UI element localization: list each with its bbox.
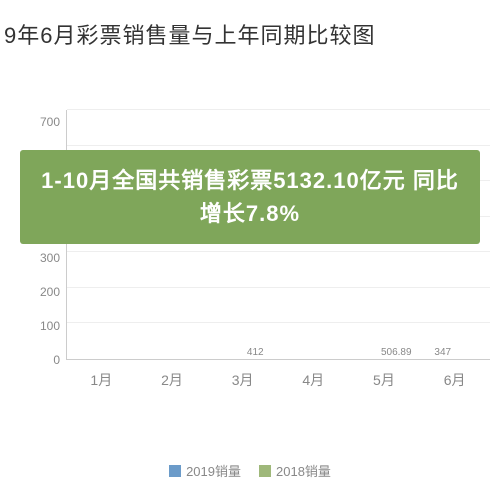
bar-value-label: 506.89 [381, 347, 412, 358]
bar-value-label: 347 [434, 347, 451, 358]
legend-label: 2019销量 [186, 461, 241, 480]
x-tick-label: 1月 [90, 370, 112, 390]
x-tick-label: 3月 [232, 370, 254, 390]
x-axis: 1月 2月 3月 4月 5月 6月 [66, 360, 490, 390]
y-tick: 200 [30, 286, 60, 298]
legend-swatch [259, 465, 271, 477]
grid-line [67, 322, 490, 323]
grid-line [67, 251, 490, 252]
legend-label: 2018销量 [276, 461, 331, 480]
chart-title: 9年6月彩票销售量与上年同期比较图 [0, 18, 500, 50]
x-tick-label: 4月 [302, 370, 324, 390]
grid-line [67, 109, 490, 110]
legend: 2019销量 2018销量 [0, 461, 500, 480]
grid-line [67, 287, 490, 288]
y-tick: 100 [30, 320, 60, 332]
y-tick: 300 [30, 252, 60, 264]
x-tick-label: 2月 [161, 370, 183, 390]
headline-overlay: 1-10月全国共销售彩票5132.10亿元 同比增长7.8% [20, 150, 480, 244]
bar-value-label: 412 [247, 347, 264, 358]
y-tick: 0 [30, 354, 60, 366]
legend-item: 2018销量 [259, 461, 331, 480]
x-tick-label: 6月 [444, 370, 466, 390]
legend-swatch [169, 465, 181, 477]
legend-item: 2019销量 [169, 461, 241, 480]
y-tick: 700 [30, 116, 60, 128]
x-tick-label: 5月 [373, 370, 395, 390]
grid-line [67, 145, 490, 146]
